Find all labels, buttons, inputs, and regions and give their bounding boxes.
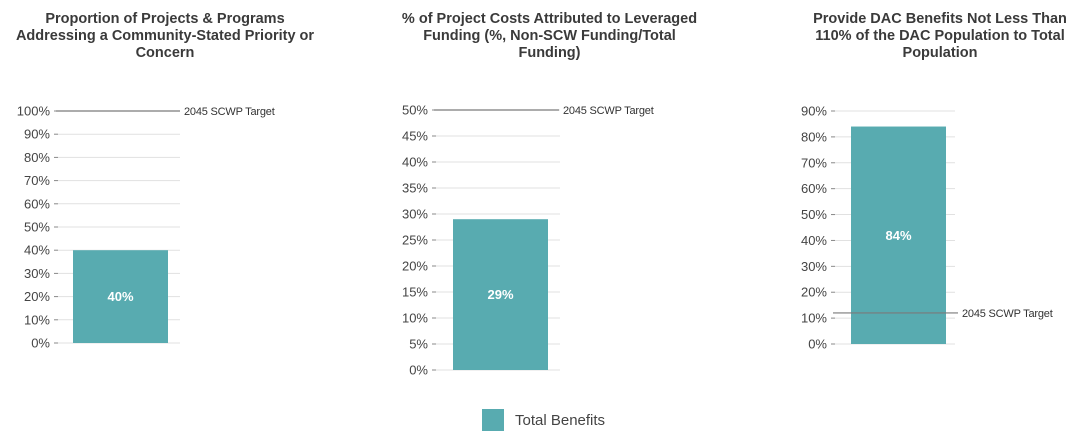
y-tick-label: 25% — [402, 233, 428, 248]
y-tick-label: 70% — [24, 173, 50, 188]
y-tick-label: 40% — [801, 233, 827, 248]
y-tick-label: 60% — [801, 181, 827, 196]
y-tick-label: 0% — [409, 363, 428, 378]
y-tick-label: 40% — [24, 243, 50, 258]
y-tick-label: 50% — [24, 220, 50, 235]
chart-2-title: % of Project Costs Attributed to Leverag… — [401, 11, 698, 61]
y-tick-label: 10% — [24, 312, 50, 327]
y-tick-label: 20% — [402, 259, 428, 274]
bar-data-label: 40% — [107, 289, 133, 304]
y-tick-label: 0% — [31, 336, 50, 351]
target-label: 2045 SCWP Target — [184, 106, 275, 118]
y-tick-label: 35% — [402, 181, 428, 196]
y-tick-label: 90% — [24, 127, 50, 142]
y-tick-label: 15% — [402, 285, 428, 300]
y-tick-label: 10% — [402, 311, 428, 326]
y-tick-label: 80% — [24, 150, 50, 165]
y-tick-label: 80% — [801, 129, 827, 144]
legend-label: Total Benefits — [515, 411, 606, 429]
legend: Total Benefits — [482, 408, 605, 432]
target-label: 2045 SCWP Target — [962, 308, 1053, 320]
y-tick-label: 50% — [801, 207, 827, 222]
legend-swatch — [482, 409, 504, 431]
bar-data-label: 84% — [885, 228, 911, 243]
y-tick-label: 70% — [801, 155, 827, 170]
y-tick-label: 40% — [402, 155, 428, 170]
bar-data-label: 29% — [487, 287, 513, 302]
y-tick-label: 30% — [801, 259, 827, 274]
y-tick-label: 5% — [409, 337, 428, 352]
y-tick-label: 30% — [24, 266, 50, 281]
target-label: 2045 SCWP Target — [563, 105, 654, 117]
chart-3-title: Provide DAC Benefits Not Less Than 110% … — [813, 11, 1067, 61]
y-tick-label: 10% — [801, 311, 827, 326]
chart-1-title: Proportion of Projects & Programs Addres… — [15, 11, 315, 61]
y-tick-label: 50% — [402, 103, 428, 118]
bar-total-benefits — [851, 126, 946, 345]
y-tick-label: 20% — [24, 289, 50, 304]
y-tick-label: 45% — [402, 129, 428, 144]
y-tick-label: 90% — [801, 104, 827, 119]
y-tick-label: 100% — [17, 104, 51, 119]
y-tick-label: 20% — [801, 285, 827, 300]
y-tick-label: 0% — [808, 337, 827, 352]
y-tick-label: 30% — [402, 207, 428, 222]
bar-total-benefits — [73, 250, 168, 343]
y-tick-label: 60% — [24, 196, 50, 211]
bar-total-benefits — [453, 219, 548, 370]
